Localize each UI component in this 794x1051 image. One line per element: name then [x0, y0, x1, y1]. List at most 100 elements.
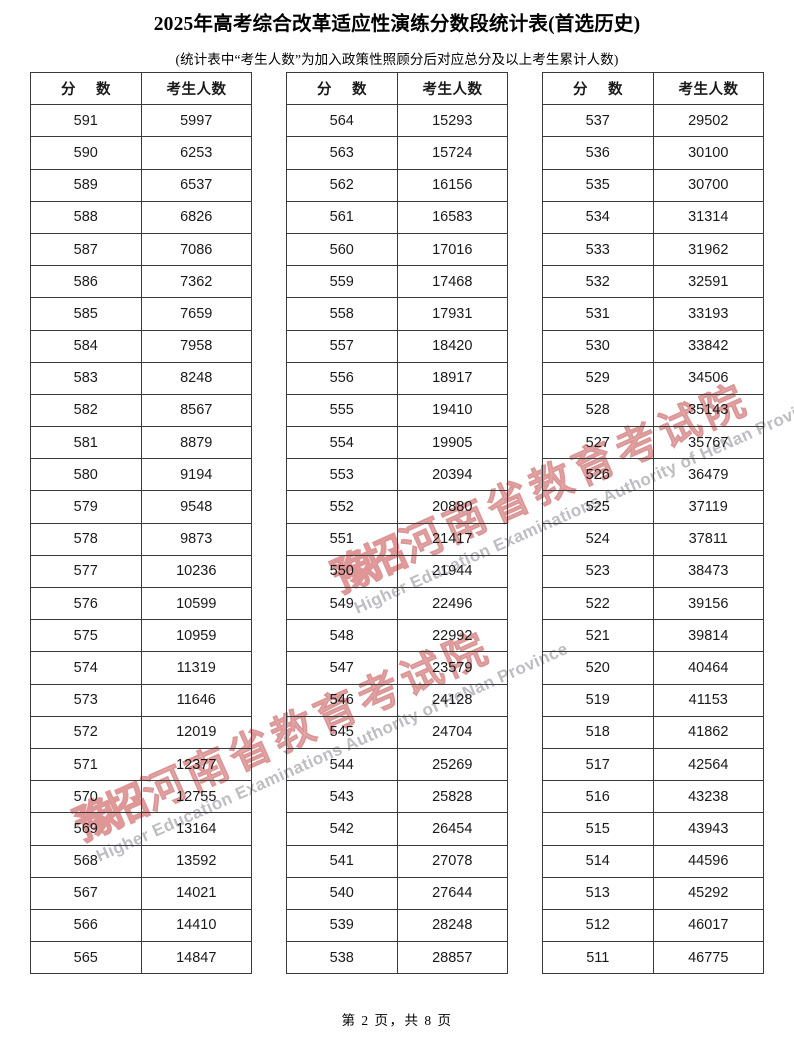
table-row: 520 40464 — [542, 651, 764, 685]
cell-score: 535 — [542, 168, 654, 202]
table-row: 580 9194 — [30, 458, 252, 492]
cell-count: 37811 — [652, 522, 764, 556]
table-row: 517 42564 — [542, 747, 764, 782]
cell-count: 20880 — [396, 490, 508, 524]
cell-count: 41862 — [652, 715, 764, 749]
table-row: 553 20394 — [286, 458, 508, 492]
cell-score: 523 — [542, 554, 654, 589]
cell-count: 14410 — [140, 908, 252, 943]
cell-score: 544 — [286, 747, 398, 782]
cell-score: 554 — [286, 426, 398, 460]
table-row: 524 37811 — [542, 522, 764, 556]
cell-count: 16156 — [396, 168, 508, 202]
table-row: 519 41153 — [542, 683, 764, 717]
table-row: 552 20880 — [286, 490, 508, 524]
cell-count: 29502 — [652, 104, 764, 138]
cell-score: 561 — [286, 200, 398, 234]
cell-count: 31962 — [652, 232, 764, 267]
cell-count: 18420 — [396, 329, 508, 363]
cell-count: 45292 — [652, 876, 764, 910]
table-row: 512 46017 — [542, 908, 764, 943]
cell-score: 588 — [30, 200, 142, 234]
cell-count: 9194 — [140, 458, 252, 492]
cell-score: 527 — [542, 426, 654, 460]
cell-count: 8248 — [140, 361, 252, 395]
cell-score: 565 — [30, 941, 142, 975]
cell-score: 559 — [286, 265, 398, 299]
table-row: 576 10599 — [30, 586, 252, 621]
cell-count: 9548 — [140, 490, 252, 524]
table-row: 543 25828 — [286, 780, 508, 814]
cell-score: 515 — [542, 812, 654, 846]
table-row: 564 15293 — [286, 104, 508, 138]
table-row: 515 43943 — [542, 812, 764, 846]
cell-score: 540 — [286, 876, 398, 910]
table-row: 526 36479 — [542, 458, 764, 492]
cell-count: 23579 — [396, 651, 508, 685]
cell-count: 12019 — [140, 715, 252, 749]
cell-count: 35767 — [652, 426, 764, 460]
cell-score: 583 — [30, 361, 142, 395]
table-row: 547 23579 — [286, 651, 508, 685]
score-table-2-body: 564 15293 563 15724 562 16156 561 16583 560 17016… — [286, 104, 508, 975]
table-row: 560 17016 — [286, 232, 508, 267]
cell-count: 7086 — [140, 232, 252, 267]
cell-count: 44596 — [652, 844, 764, 878]
table-row: 546 24128 — [286, 683, 508, 717]
table-row: 587 7086 — [30, 232, 252, 267]
cell-count: 22496 — [396, 586, 508, 621]
column-header-count: 考生人数 — [652, 71, 764, 106]
cell-score: 528 — [542, 393, 654, 428]
page-footer: 第 2 页，共 8 页 — [341, 1013, 453, 1028]
score-tables-container: 分 数 考生人数 591 5997 590 6253 589 6537 588 6826 587… — [0, 71, 794, 975]
cell-count: 6826 — [140, 200, 252, 234]
cell-score: 513 — [542, 876, 654, 910]
table-row: 551 21417 — [286, 522, 508, 556]
cell-count: 11319 — [140, 651, 252, 685]
table-row: 570 12755 — [30, 780, 252, 814]
cell-count: 37119 — [652, 490, 764, 524]
cell-count: 15293 — [396, 104, 508, 138]
cell-score: 560 — [286, 232, 398, 267]
cell-count: 21417 — [396, 522, 508, 556]
table-row: 574 11319 — [30, 651, 252, 685]
cell-score: 546 — [286, 683, 398, 717]
table-row: 536 30100 — [542, 136, 764, 170]
cell-count: 13164 — [140, 812, 252, 846]
table-row: 518 41862 — [542, 715, 764, 749]
cell-count: 40464 — [652, 651, 764, 685]
cell-count: 21944 — [396, 554, 508, 589]
cell-score: 580 — [30, 458, 142, 492]
cell-count: 43238 — [652, 780, 764, 814]
cell-count: 22992 — [396, 619, 508, 653]
table-header-row: 分 数 考生人数 — [30, 71, 252, 106]
cell-score: 569 — [30, 812, 142, 846]
table-row: 568 13592 — [30, 844, 252, 878]
cell-count: 18917 — [396, 361, 508, 395]
table-row: 567 14021 — [30, 876, 252, 910]
cell-score: 541 — [286, 844, 398, 878]
table-row: 569 13164 — [30, 812, 252, 846]
table-row: 577 10236 — [30, 554, 252, 589]
table-row: 544 25269 — [286, 747, 508, 782]
table-row: 557 18420 — [286, 329, 508, 363]
cell-score: 543 — [286, 780, 398, 814]
table-row: 579 9548 — [30, 490, 252, 524]
cell-score: 557 — [286, 329, 398, 363]
cell-score: 533 — [542, 232, 654, 267]
cell-count: 17016 — [396, 232, 508, 267]
cell-score: 558 — [286, 297, 398, 331]
cell-score: 530 — [542, 329, 654, 363]
table-row: 534 31314 — [542, 200, 764, 234]
cell-count: 41153 — [652, 683, 764, 717]
cell-score: 553 — [286, 458, 398, 492]
column-header-score: 分 数 — [286, 71, 398, 106]
cell-score: 514 — [542, 844, 654, 878]
cell-count: 17931 — [396, 297, 508, 331]
cell-score: 563 — [286, 136, 398, 170]
cell-count: 32591 — [652, 265, 764, 299]
column-header-count: 考生人数 — [396, 71, 508, 106]
cell-score: 548 — [286, 619, 398, 653]
cell-count: 9873 — [140, 522, 252, 556]
cell-count: 25269 — [396, 747, 508, 782]
